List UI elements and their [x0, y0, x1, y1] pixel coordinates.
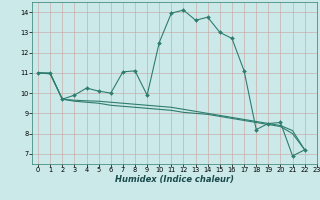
X-axis label: Humidex (Indice chaleur): Humidex (Indice chaleur): [115, 175, 234, 184]
